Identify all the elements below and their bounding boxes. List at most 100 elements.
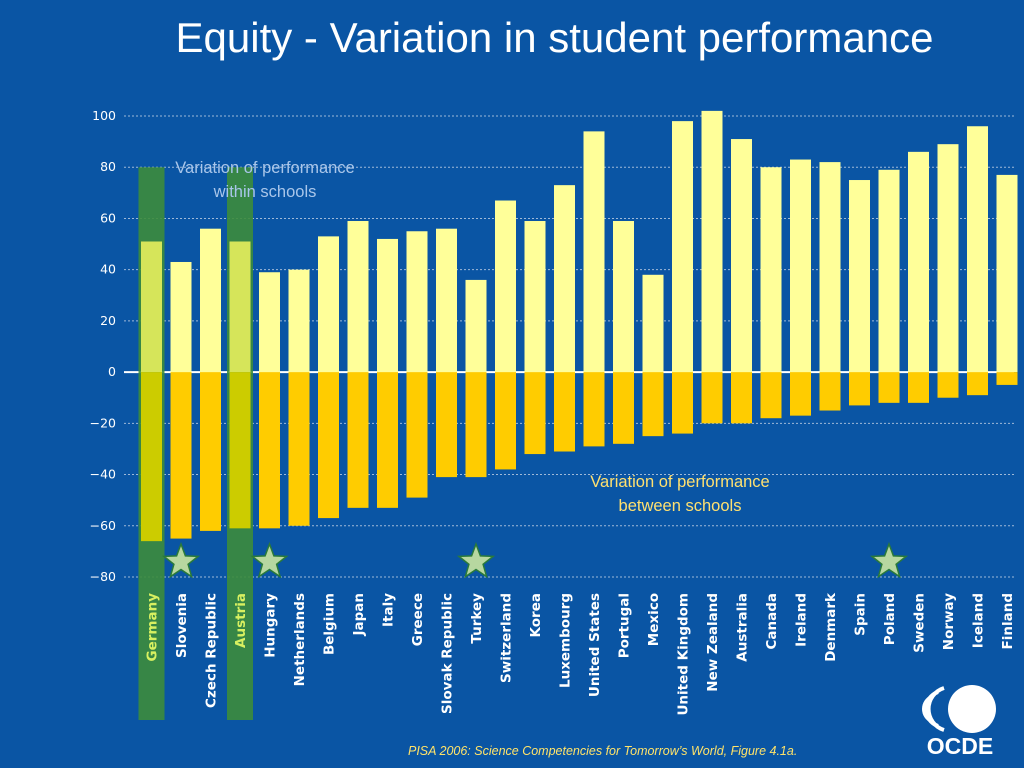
bar-between-germany [141, 372, 162, 542]
bar-within-new-zealand [701, 110, 723, 373]
bar-within-hungary [259, 272, 280, 373]
star-icon [869, 541, 909, 579]
category-label-germany: Germany [145, 593, 161, 662]
bar-between-belgium [318, 372, 339, 519]
between-schools-annotation: Variation of performance between schools [590, 473, 770, 515]
y-tick-label: 60 [100, 210, 116, 225]
bar-between-australia [731, 372, 752, 424]
category-label-portugal: Portugal [617, 593, 633, 658]
bar-within-austria [229, 241, 251, 373]
bar-between-ireland [790, 372, 811, 416]
star-icon [456, 541, 496, 579]
bar-between-iceland [967, 372, 988, 396]
bar-between-new-zealand [701, 372, 723, 424]
bar-within-korea [524, 221, 546, 373]
oecd-logo: OCDE [918, 680, 1002, 760]
category-label-czech-republic: Czech Republic [204, 593, 220, 708]
bar-within-netherlands [288, 269, 310, 373]
bar-within-ireland [790, 159, 811, 373]
bar-between-spain [849, 372, 870, 406]
category-label-hungary: Hungary [263, 593, 279, 658]
bar-within-japan [347, 221, 369, 373]
oecd-logo-mark [922, 685, 996, 733]
category-label-new-zealand: New Zealand [705, 593, 721, 692]
bar-within-spain [849, 180, 870, 373]
category-label-luxembourg: Luxembourg [558, 593, 574, 688]
bar-within-united-states [583, 131, 605, 373]
bar-within-czech-republic [200, 228, 221, 373]
category-label-switzerland: Switzerland [499, 593, 515, 683]
bar-within-poland [878, 169, 900, 373]
bar-between-norway [937, 372, 959, 398]
y-tick-label: 80 [100, 159, 116, 174]
bar-between-italy [377, 372, 398, 508]
category-label-slovenia: Slovenia [174, 593, 190, 658]
bar-within-slovak-republic [436, 228, 457, 373]
category-label-norway: Norway [941, 593, 957, 650]
bar-between-netherlands [288, 372, 310, 526]
bar-within-switzerland [495, 200, 516, 373]
category-label-australia: Australia [735, 593, 751, 662]
y-axis-tick-labels: 100 80 60 40 20 0 −20 −40 −60 −80 [90, 108, 116, 584]
y-tick-label: −60 [90, 518, 116, 533]
star-icon [161, 541, 201, 579]
bars [141, 110, 1018, 542]
category-label-austria: Austria [233, 593, 249, 648]
bar-between-united-states [583, 372, 605, 447]
bar-within-norway [937, 144, 959, 373]
category-label-slovak-republic: Slovak Republic [440, 593, 456, 714]
x-axis-category-labels: Germany Slovenia Czech Republic Austria Hung… [145, 592, 1017, 716]
bar-within-portugal [613, 221, 634, 373]
stars [161, 541, 909, 579]
bar-between-portugal [613, 372, 634, 444]
bar-within-turkey [465, 279, 487, 373]
bar-between-greece [406, 372, 428, 498]
category-label-iceland: Iceland [971, 593, 987, 648]
bar-between-japan [347, 372, 369, 508]
category-label-mexico: Mexico [646, 593, 662, 646]
y-tick-label: −40 [90, 467, 116, 482]
bar-within-canada [760, 167, 782, 373]
category-label-turkey: Turkey [469, 593, 485, 644]
oecd-logo-text: OCDE [926, 733, 994, 759]
bar-between-sweden [908, 372, 929, 403]
y-tick-label: −20 [90, 415, 116, 430]
star-icon [250, 541, 289, 579]
category-label-finland: Finland [1000, 593, 1016, 649]
bar-within-finland [996, 174, 1018, 373]
bar-within-australia [731, 139, 752, 373]
category-label-greece: Greece [410, 593, 426, 646]
y-tick-label: 100 [92, 108, 116, 123]
bar-within-mexico [642, 274, 664, 373]
y-tick-label: 20 [100, 313, 116, 328]
bar-within-denmark [819, 162, 841, 373]
category-label-belgium: Belgium [322, 593, 338, 655]
category-label-korea: Korea [528, 593, 544, 637]
bar-between-luxembourg [554, 372, 575, 452]
bar-between-united-kingdom [672, 372, 693, 434]
bar-within-sweden [908, 151, 929, 373]
category-label-japan: Japan [351, 593, 367, 637]
category-label-sweden: Sweden [912, 593, 928, 653]
bar-within-slovenia [170, 261, 192, 373]
bar-between-denmark [819, 372, 841, 411]
category-label-poland: Poland [882, 593, 898, 645]
bar-within-italy [377, 238, 398, 373]
bar-between-hungary [259, 372, 280, 529]
category-label-netherlands: Netherlands [292, 593, 308, 686]
bar-between-switzerland [495, 372, 516, 470]
category-label-united-kingdom: United Kingdom [676, 593, 692, 716]
category-label-ireland: Ireland [794, 593, 810, 647]
bar-between-slovenia [170, 372, 192, 539]
bar-between-canada [760, 372, 782, 419]
within-schools-annotation: Variation of performance within schools [175, 159, 355, 201]
bar-between-turkey [465, 372, 487, 478]
bar-between-mexico [642, 372, 664, 437]
y-tick-label: 40 [100, 262, 116, 277]
slide-title: Equity - Variation in student performanc… [175, 14, 934, 61]
bar-within-germany [141, 241, 162, 373]
bar-between-korea [524, 372, 546, 455]
y-tick-label: −80 [90, 569, 116, 584]
category-label-united-states: United States [587, 593, 603, 697]
bar-within-united-kingdom [672, 121, 693, 373]
